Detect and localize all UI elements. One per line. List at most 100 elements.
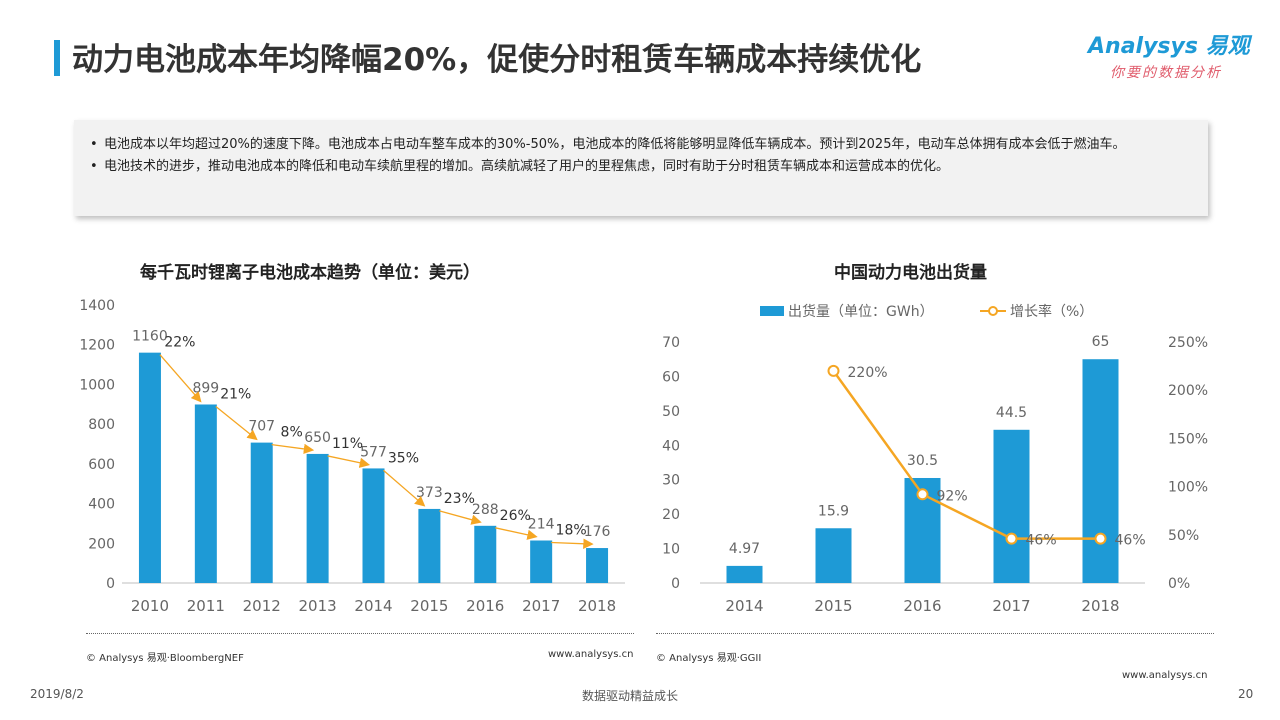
right-y-tick-label: 150%: [1168, 431, 1208, 447]
growth-rate-point: [916, 488, 929, 501]
left-y-tick-label: 40: [662, 438, 680, 454]
growth-rate-label: 220%: [848, 365, 888, 381]
cost-bar: [194, 404, 217, 583]
bar-value-label: 650: [304, 430, 331, 446]
bar-value-label: 373: [416, 485, 443, 501]
left-y-tick-label: 10: [662, 542, 680, 558]
decline-arrow: [495, 527, 538, 540]
bar-value-label: 214: [528, 517, 555, 533]
x-tick-label: 2018: [1081, 597, 1119, 615]
shipment-bar: [815, 528, 852, 583]
title-accent-bar: [54, 40, 60, 76]
x-tick-label: 2012: [243, 597, 281, 615]
legend-bar-label: 出货量（单位：GWh）: [788, 303, 934, 320]
y-tick-label: 1200: [79, 338, 115, 354]
cost-bar: [138, 352, 161, 583]
left-source: © Analysys 易观·BloombergNEF: [86, 653, 244, 664]
bar-value-label: 4.97: [729, 541, 760, 557]
decline-arrow: [383, 469, 426, 507]
x-tick-label: 2015: [814, 597, 852, 615]
legend-line-marker: [988, 306, 998, 316]
right-y-tick-label: 0%: [1168, 576, 1190, 592]
y-tick-label: 200: [88, 536, 115, 552]
bar-value-label: 899: [192, 380, 219, 396]
growth-rate-point: [1094, 532, 1107, 545]
summary-bullet: 电池技术的进步，推动电池成本的降低和电动车续航里程的增加。高续航减轻了用户的里程…: [90, 156, 1192, 178]
growth-rate-point: [1005, 532, 1018, 545]
bar-value-label: 15.9: [818, 503, 849, 519]
analysys-logo: Analysys 易观 你要的数据分析: [1088, 28, 1258, 84]
x-tick-label: 2017: [992, 597, 1030, 615]
bar-value-label: 577: [360, 444, 387, 460]
right-url: www.analysys.cn: [1122, 670, 1208, 681]
decline-rate-label: 18%: [556, 523, 587, 539]
summary-box: 电池成本以年均超过20%的速度下降。电池成本占电动车整车成本的30%-50%，电…: [74, 120, 1208, 216]
x-tick-label: 2011: [187, 597, 225, 615]
right-chart-title: 中国动力电池出货量: [834, 263, 987, 283]
footer-slogan: 数据驱动精益成长: [582, 689, 679, 703]
left-y-tick-label: 60: [662, 369, 680, 385]
footer-date: 2019/8/2: [30, 687, 84, 701]
battery-cost-chart: 0 200 400 600 800 1000 1200 1400 1160 2010 899 2011…: [79, 298, 625, 615]
right-y-tick-label: 50%: [1168, 528, 1199, 544]
decline-arrow: [215, 405, 258, 441]
growth-rate-label: 46%: [1026, 533, 1057, 549]
right-source: © Analysys 易观·GGII: [656, 653, 762, 664]
left-divider: [86, 633, 634, 634]
x-tick-label: 2016: [903, 597, 941, 615]
page-title: 动力电池成本年均降幅20%，促使分时租赁车辆成本持续优化: [72, 42, 922, 78]
decline-rate-label: 23%: [444, 491, 475, 507]
x-tick-label: 2010: [131, 597, 169, 615]
x-tick-label: 2018: [578, 597, 616, 615]
logo-text: Analysys 易观: [1088, 34, 1250, 59]
decline-arrow: [159, 354, 202, 403]
decline-rate-label: 8%: [281, 425, 303, 441]
shipment-chart: 0 10 20 30 40 50 60 70 0% 50% 100% 150% 200% 250% 出货量（…: [662, 303, 1208, 615]
growth-rate-line: [832, 370, 1101, 540]
right-y-tick-label: 200%: [1168, 383, 1208, 399]
y-tick-label: 0: [106, 576, 115, 592]
bar-value-label: 288: [472, 502, 499, 518]
page-number: 20: [1238, 687, 1254, 701]
y-tick-label: 600: [88, 457, 115, 473]
bar-value-label: 707: [248, 419, 275, 435]
x-tick-label: 2014: [725, 597, 763, 615]
decline-rate-label: 21%: [220, 386, 251, 402]
decline-arrow: [271, 443, 315, 455]
decline-rate-label: 11%: [332, 436, 363, 452]
y-tick-label: 800: [88, 417, 115, 433]
logo-tagline: 你要的数据分析: [1110, 65, 1222, 81]
bar-value-label: 44.5: [996, 405, 1027, 421]
cost-bar: [530, 540, 553, 583]
x-tick-label: 2016: [466, 597, 504, 615]
left-y-tick-label: 30: [662, 473, 680, 489]
summary-bullet: 电池成本以年均超过20%的速度下降。电池成本占电动车整车成本的30%-50%，电…: [90, 134, 1192, 156]
left-y-tick-label: 20: [662, 507, 680, 523]
growth-rate-label: 46%: [1115, 533, 1146, 549]
x-tick-label: 2013: [299, 597, 337, 615]
x-tick-label: 2017: [522, 597, 560, 615]
left-y-tick-label: 50: [662, 404, 680, 420]
bar-value-label: 65: [1092, 334, 1110, 350]
bar-value-label: 1160: [132, 329, 168, 345]
decline-rate-label: 35%: [388, 450, 419, 466]
cost-bar: [250, 442, 273, 583]
left-y-tick-label: 70: [662, 335, 680, 351]
shipment-bar: [993, 429, 1030, 583]
y-tick-label: 1400: [79, 298, 115, 314]
growth-rate-label: 92%: [937, 488, 968, 504]
x-tick-label: 2014: [354, 597, 392, 615]
decline-arrow: [551, 538, 594, 549]
right-y-tick-label: 100%: [1168, 480, 1208, 496]
bar-value-label: 176: [584, 524, 611, 540]
cost-bar: [306, 453, 329, 583]
y-tick-label: 400: [88, 497, 115, 513]
cost-bar: [474, 525, 497, 583]
cost-bar: [586, 548, 609, 583]
right-y-tick-label: 250%: [1168, 335, 1208, 351]
decline-arrow: [327, 455, 371, 468]
left-url: www.analysys.cn: [548, 649, 634, 660]
cost-bar: [362, 468, 385, 583]
decline-arrow: [439, 510, 482, 525]
legend-line-label: 增长率（%）: [1010, 303, 1093, 320]
